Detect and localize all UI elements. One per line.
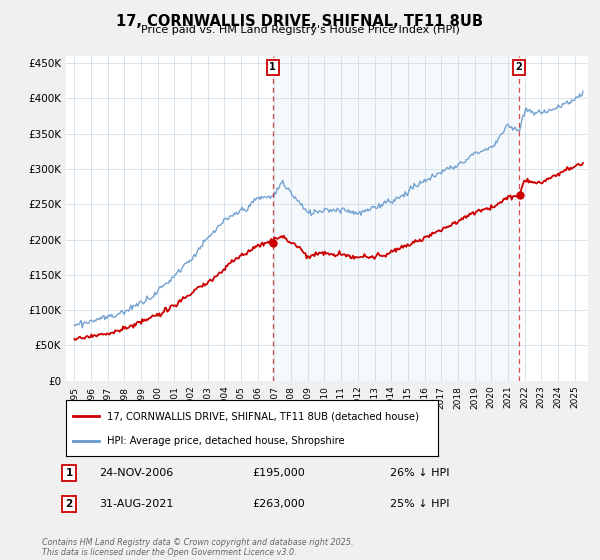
Text: 1: 1 xyxy=(65,468,73,478)
Text: 2: 2 xyxy=(516,62,523,72)
Text: HPI: Average price, detached house, Shropshire: HPI: Average price, detached house, Shro… xyxy=(107,436,344,446)
Text: £195,000: £195,000 xyxy=(252,468,305,478)
Text: 1: 1 xyxy=(269,62,276,72)
Text: 2: 2 xyxy=(65,499,73,509)
Text: 26% ↓ HPI: 26% ↓ HPI xyxy=(390,468,449,478)
Text: £263,000: £263,000 xyxy=(252,499,305,509)
Text: 17, CORNWALLIS DRIVE, SHIFNAL, TF11 8UB (detached house): 17, CORNWALLIS DRIVE, SHIFNAL, TF11 8UB … xyxy=(107,411,419,421)
Text: Price paid vs. HM Land Registry's House Price Index (HPI): Price paid vs. HM Land Registry's House … xyxy=(140,25,460,35)
Text: 31-AUG-2021: 31-AUG-2021 xyxy=(99,499,173,509)
Text: 25% ↓ HPI: 25% ↓ HPI xyxy=(390,499,449,509)
Text: 17, CORNWALLIS DRIVE, SHIFNAL, TF11 8UB: 17, CORNWALLIS DRIVE, SHIFNAL, TF11 8UB xyxy=(116,14,484,29)
Bar xyxy=(273,56,519,381)
Text: 24-NOV-2006: 24-NOV-2006 xyxy=(99,468,173,478)
Text: Contains HM Land Registry data © Crown copyright and database right 2025.
This d: Contains HM Land Registry data © Crown c… xyxy=(42,538,353,557)
